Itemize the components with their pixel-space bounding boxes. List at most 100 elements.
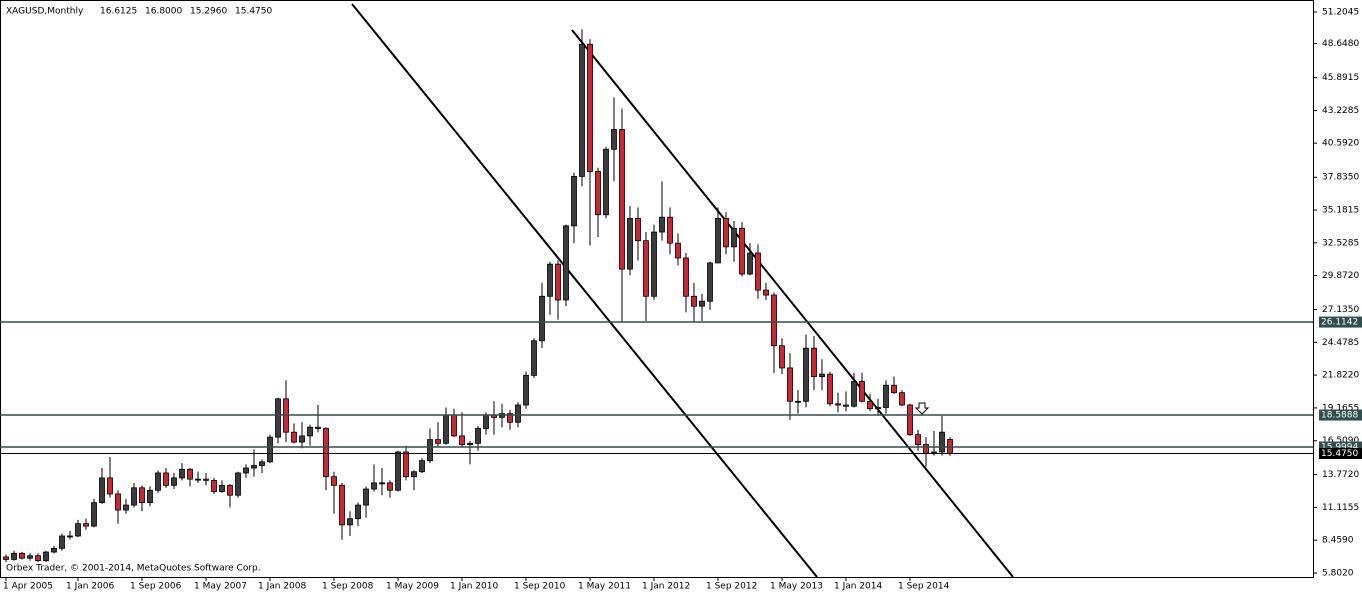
candle-body [571,176,577,227]
candle-body [547,263,553,297]
candle-body [923,444,929,454]
candle-body [691,295,697,307]
candle-body [219,484,225,492]
candle-body [139,487,145,504]
candle-body [163,472,169,486]
candle-body [907,404,913,436]
level-label: 15.9994 [1321,443,1358,453]
header-value: 15.4750 [235,7,272,17]
candle-body [891,384,897,394]
candle-body [763,289,769,296]
header-value: 15.2960 [190,7,227,17]
candle-body [19,552,25,559]
y-tick-label: 51.2045 [1322,8,1359,18]
level-label-box [1319,316,1362,328]
candle-body [883,384,889,408]
x-tick-label: 1 May 2013 [770,582,823,592]
x-tick-label: 1 Sep 2010 [514,582,566,592]
candle-body [915,434,921,445]
y-tick-label: 32.5285 [1322,238,1359,248]
candle-body [859,381,865,402]
candle-body [75,523,81,537]
y-tick-label: 24.4785 [1322,338,1359,348]
candle-body [299,435,305,443]
candle-body [819,373,825,377]
x-tick-label: 1 Jan 2014 [834,582,882,592]
candle-body [323,428,329,478]
candle-body [787,367,793,402]
y-tick-label: 29.8720 [1322,271,1359,281]
candle-body [251,465,257,469]
candle-body [483,414,489,429]
candle-body [755,252,761,291]
x-tick-label: 1 Sep 2006 [130,582,182,592]
candle-body [411,471,417,478]
candle-body [667,216,673,244]
candle-body [875,407,881,410]
y-tick-label: 13.7720 [1322,470,1359,480]
candle-body [123,504,129,511]
y-tick-label: 27.1350 [1322,305,1359,315]
candle-body [699,300,705,307]
candle-body [67,535,73,538]
y-tick-label: 16.5090 [1322,436,1359,446]
candle-body [259,461,265,466]
candle-body [723,218,729,248]
candle-body [803,347,809,402]
candle-body [795,400,801,403]
candle-body [563,225,569,301]
candle-body [475,428,481,444]
plot-frame [0,0,1314,578]
candle-body [339,484,345,526]
level-label-box [1319,409,1362,421]
candle-body [835,403,841,406]
candle-body [675,242,681,259]
y-tick-label: 43.2285 [1322,106,1359,116]
y-tick-label: 37.8350 [1322,173,1359,183]
trend-line [351,3,818,578]
candle-body [275,398,281,438]
candle-body [811,347,817,377]
y-tick-label: 48.6480 [1322,39,1359,49]
candle-body [59,535,65,549]
footer: Orbex Trader, © 2001-2014, MetaQuotes So… [6,564,261,574]
x-tick-label: 1 Apr 2005 [3,582,53,592]
candle-body [307,426,313,437]
x-tick-label: 1 Sep 2008 [322,582,374,592]
candle-body [531,340,537,376]
y-tick-label: 8.4590 [1322,536,1354,546]
candle-body [211,479,217,492]
candle-body [195,478,201,481]
x-tick-label: 1 May 2009 [386,582,439,592]
candle-body [707,262,713,302]
y-tick-label: 35.1815 [1322,206,1359,216]
candle-body [427,439,433,462]
candle-body [595,171,601,216]
y-tick-label: 45.8915 [1322,73,1359,83]
candle-body [619,129,625,270]
candle-body [651,231,657,297]
chart-title: XAGUSD,Monthly [6,7,84,17]
candle-body [155,472,161,491]
level-label: 26.1142 [1321,318,1358,328]
candle-body [387,482,393,491]
candle-body [771,294,777,347]
candle-body [203,478,209,481]
candle-body [147,489,153,504]
candle-body [443,414,449,444]
candle-body [3,556,9,560]
candle-body [267,436,273,463]
candle-body [419,460,425,473]
candle-body [35,555,41,562]
candle-body [683,257,689,297]
candle-body [331,476,337,486]
candle-body [587,43,593,172]
candle-body [11,552,17,560]
candle-body [363,488,369,506]
candle-body [939,431,945,453]
level-label-box [1319,448,1362,460]
candle-body [579,43,585,177]
level-label: 18.5888 [1321,411,1358,421]
candle-body [291,431,297,443]
